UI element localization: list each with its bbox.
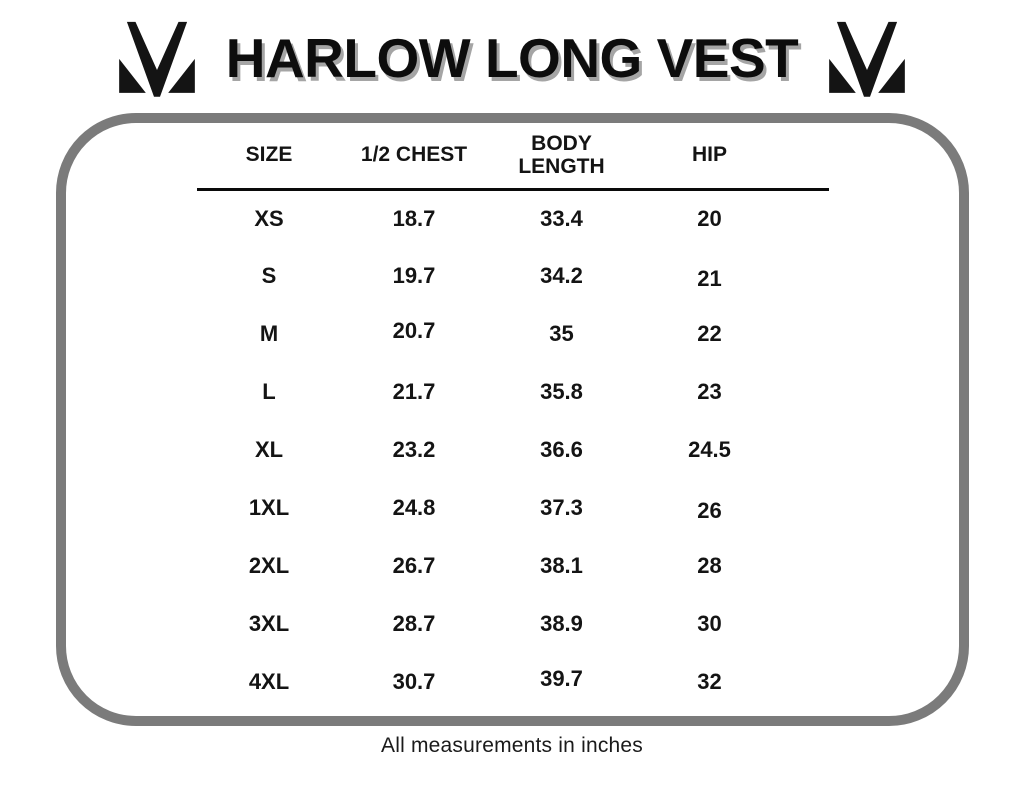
table-row: L 21.7 35.8 23 — [197, 363, 829, 421]
table-row: S 19.7 34.2 21 — [197, 247, 829, 305]
brand-monogram-icon — [824, 18, 910, 98]
table-header: SIZE 1/2 CHEST BODY LENGTH HIP — [196, 123, 829, 191]
table-cell: 23.2 — [392, 437, 436, 462]
table-cell: M — [259, 321, 279, 346]
table-cell: 38.9 — [540, 611, 583, 636]
table-cell: 23 — [697, 379, 722, 404]
size-table: SIZE 1/2 CHEST BODY LENGTH HIP XS 18.7 33.4 20… — [196, 123, 829, 711]
table-row: 3XL 28.7 38.9 30 — [197, 595, 829, 653]
table-cell: 32 — [697, 669, 722, 694]
header: HARLOW LONG VEST — [0, 0, 1024, 104]
table-cell: 24.8 — [392, 495, 436, 520]
header-row: SIZE 1/2 CHEST BODY LENGTH HIP — [196, 123, 829, 191]
table-cell: 26.7 — [392, 553, 436, 578]
brand-monogram-icon — [114, 18, 200, 98]
table-cell: 28.7 — [392, 611, 436, 636]
table-cell: 20 — [697, 205, 722, 231]
table-cell: 21.7 — [392, 379, 436, 404]
measurements-footnote: All measurements in inches — [381, 734, 643, 757]
table-cell: 34.2 — [540, 263, 583, 288]
table-row: XS 18.7 33.4 20 — [197, 189, 829, 247]
table-cell: 28 — [697, 553, 722, 578]
column-header: HIP — [636, 123, 829, 191]
table-cell: L — [262, 379, 276, 404]
table-cell: 18.7 — [392, 205, 436, 231]
table-cell: 24.5 — [688, 437, 731, 462]
table-cell: 30.7 — [392, 669, 436, 694]
table-cell: 19.7 — [392, 263, 436, 288]
table-cell: 2XL — [248, 553, 290, 578]
table-cell: 30 — [697, 611, 722, 636]
table-cell: 35 — [549, 321, 574, 346]
table-cell: 38.1 — [540, 553, 583, 578]
table-cell: 4XL — [248, 669, 290, 694]
table-cell: 39.7 — [540, 666, 583, 691]
table-cell: 1XL — [248, 495, 290, 520]
table-row: 1XL 24.8 37.3 26 — [197, 479, 829, 537]
table-cell: XL — [254, 437, 284, 462]
table-body: XS 18.7 33.4 20 S 19.7 34.2 21 M 20.7 35 22 L 21.7 35.… — [197, 189, 829, 711]
column-header: 1/2 CHEST — [341, 123, 487, 191]
table-cell: 20.7 — [392, 318, 436, 343]
table-cell: XS — [254, 205, 284, 231]
column-header: BODY LENGTH — [486, 123, 637, 191]
table-cell: 36.6 — [540, 437, 583, 462]
table-cell: 3XL — [248, 611, 290, 636]
table-row: M 20.7 35 22 — [197, 305, 829, 363]
table-cell: 35.8 — [540, 379, 583, 404]
table-row: XL 23.2 36.6 24.5 — [197, 421, 829, 479]
table-cell: 33.4 — [540, 205, 583, 231]
table-cell: 26 — [697, 498, 722, 523]
table-cell: 21 — [697, 266, 722, 291]
table-cell: S — [261, 263, 277, 288]
table-cell: 37.3 — [540, 495, 583, 520]
table-row: 2XL 26.7 38.1 28 — [197, 537, 829, 595]
size-chart-panel: SIZE 1/2 CHEST BODY LENGTH HIP XS 18.7 33.4 20… — [56, 113, 969, 726]
table-cell: 22 — [697, 321, 722, 346]
table-row: 4XL 30.7 39.7 32 — [197, 653, 829, 711]
page-title: HARLOW LONG VEST — [225, 27, 799, 89]
column-header: SIZE — [196, 123, 342, 191]
